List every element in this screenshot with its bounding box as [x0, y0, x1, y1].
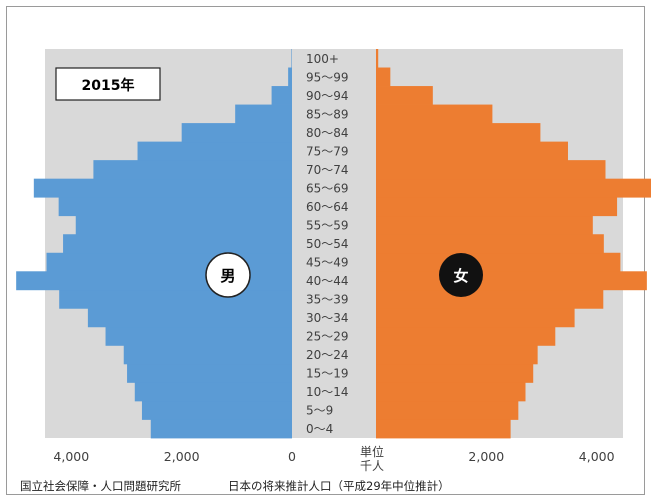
male-bar-5	[105, 326, 292, 346]
male-bar-12	[58, 197, 292, 217]
age-label-4: 20～24	[306, 348, 349, 362]
male-bar-9	[46, 252, 293, 272]
age-label-6: 30～34	[306, 311, 349, 325]
age-label-20: 100+	[306, 52, 339, 66]
source-label: 国立社会保障・人口問題研究所	[20, 479, 181, 493]
age-label-0: 0～4	[306, 422, 333, 436]
female-bar-1	[376, 400, 519, 420]
age-labels: 0～4 5～9 10～14 15～19 20～24 25～29 30～34 35～39 40～4…	[306, 52, 349, 436]
male-bar-16	[181, 123, 292, 143]
age-label-15: 75～79	[306, 144, 349, 158]
age-label-13: 65～69	[306, 181, 349, 195]
female-marker	[439, 253, 483, 297]
age-label-3: 15～19	[306, 367, 349, 381]
age-label-17: 85～89	[306, 107, 349, 121]
male-bar-3	[127, 363, 292, 383]
age-label-12: 60～64	[306, 200, 349, 214]
male-bar-20	[291, 49, 292, 68]
male-bar-0	[150, 419, 292, 439]
footnote-label: 日本の将来推計人口（平成29年中位推計）	[228, 479, 450, 493]
female-bar-6	[376, 308, 575, 328]
age-label-10: 50～54	[306, 237, 349, 251]
male-label: 男	[220, 267, 235, 285]
age-label-2: 10～14	[306, 385, 349, 399]
female-bar-2	[376, 382, 526, 402]
x-tick-1: 4,000	[53, 449, 89, 464]
male-bar-6	[87, 308, 292, 328]
male-bar-4	[123, 345, 293, 365]
female-bar-15	[376, 141, 568, 161]
year-box	[55, 67, 161, 101]
female-bar-4	[376, 345, 538, 365]
male-bar-7	[59, 289, 293, 309]
x-tick-4: 2,000	[468, 449, 504, 464]
age-label-5: 25～29	[306, 330, 349, 344]
age-label-1: 5～9	[306, 404, 333, 418]
female-bars	[376, 49, 651, 439]
male-bar-10	[63, 234, 293, 254]
age-label-11: 55～59	[306, 218, 349, 232]
female-bar-0	[376, 419, 511, 439]
male-bar-18	[271, 86, 292, 105]
male-bar-17	[235, 104, 292, 124]
male-bar-19	[288, 67, 292, 87]
female-bar-19	[376, 67, 391, 87]
age-label-16: 80～84	[306, 126, 349, 140]
unit-label-2: 千人	[360, 459, 384, 473]
male-bars	[16, 49, 293, 439]
female-label: 女	[453, 267, 468, 285]
male-bar-2	[134, 382, 292, 402]
female-bar-20	[376, 49, 379, 68]
female-bar-3	[376, 363, 534, 383]
male-bar-11	[75, 215, 292, 235]
male-bar-13	[33, 178, 292, 198]
female-bar-14	[376, 160, 606, 180]
female-bar-5	[376, 326, 556, 346]
unit-label-1: 単位	[360, 444, 384, 459]
x-tick-3: 0	[288, 449, 296, 464]
female-bar-17	[376, 104, 493, 124]
age-label-7: 35～39	[306, 293, 349, 307]
female-bar-8	[376, 271, 647, 291]
female-bar-16	[376, 123, 541, 143]
chart-title: 2015年	[82, 77, 135, 94]
female-bar-13	[376, 178, 651, 198]
age-label-8: 40～44	[306, 274, 349, 288]
female-bar-10	[376, 234, 604, 254]
female-bar-7	[376, 289, 604, 309]
age-label-9: 45～49	[306, 256, 349, 270]
male-bar-1	[141, 400, 292, 420]
female-bar-9	[376, 252, 621, 272]
female-bar-11	[376, 215, 593, 235]
age-label-18: 90～94	[306, 89, 349, 103]
age-label-19: 95～99	[306, 70, 349, 84]
female-bar-12	[376, 197, 618, 217]
x-tick-5: 4,000	[579, 449, 615, 464]
male-bar-14	[93, 160, 293, 180]
male-marker	[205, 252, 251, 298]
male-bar-15	[137, 141, 292, 161]
age-label-14: 70～74	[306, 163, 349, 177]
female-bar-18	[376, 86, 433, 105]
x-tick-2: 2,000	[164, 449, 200, 464]
